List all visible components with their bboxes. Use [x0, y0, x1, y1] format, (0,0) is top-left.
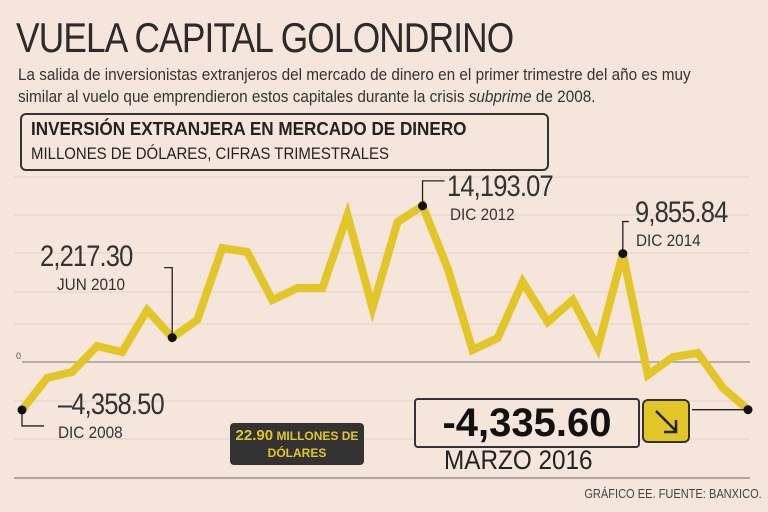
y-tick-zero: 0	[16, 351, 21, 361]
subtitle-emphasis: subprime	[468, 87, 532, 106]
arrow-down-right-icon	[642, 399, 690, 443]
page-subtitle: La salida de inversionistas extranjeros …	[18, 64, 702, 108]
last-date: MARZO 2016	[444, 445, 593, 475]
unit-note-number: 22.90	[235, 427, 274, 444]
last-value: -4,335.60	[414, 398, 640, 448]
annotation-date-jun2010: JUN 2010	[57, 275, 126, 294]
data-point-marker	[743, 405, 753, 415]
chart-subtitle: MILLONES DE DÓLARES, CIFRAS TRIMESTRALES	[31, 144, 390, 163]
data-point-marker	[618, 249, 628, 259]
subtitle-end: de 2008.	[531, 87, 596, 106]
leader-line	[622, 220, 629, 254]
unit-note-text: MILLONES DE DÓLARES	[267, 429, 359, 460]
leader-line	[21, 409, 44, 427]
data-line	[18, 199, 751, 413]
unit-note: 22.90 MILLONES DE DÓLARES	[230, 423, 364, 465]
leader-line	[164, 266, 173, 338]
annotation-date-dic2012: DIC 2012	[450, 205, 515, 224]
annotation-date-dic2014: DIC 2014	[636, 231, 701, 250]
data-point-marker	[17, 405, 27, 415]
annotation-value-dic2014: 9,855.84	[635, 196, 728, 229]
leader-line	[421, 180, 445, 206]
chart-title-box: INVERSIÓN EXTRANJERA EN MERCADO DE DINER…	[20, 113, 549, 171]
data-point-marker	[418, 201, 428, 211]
chart-title: INVERSIÓN EXTRANJERA EN MERCADO DE DINER…	[31, 119, 467, 139]
annotation-value-dic2012: 14,193.07	[447, 170, 554, 203]
annotation-value-jun2010: 2,217.30	[40, 240, 133, 273]
annotation-date-dic2008: DIC 2008	[58, 423, 123, 442]
page-title: VUELA CAPITAL GOLONDRINO	[16, 14, 514, 61]
annotation-value-dic2008: –4,358.50	[58, 388, 165, 421]
source-note: GRÁFICO EE. FUENTE: BANXICO.	[584, 486, 762, 501]
data-point-marker	[167, 333, 177, 343]
subtitle-text: La salida de inversionistas extranjeros …	[18, 65, 691, 106]
